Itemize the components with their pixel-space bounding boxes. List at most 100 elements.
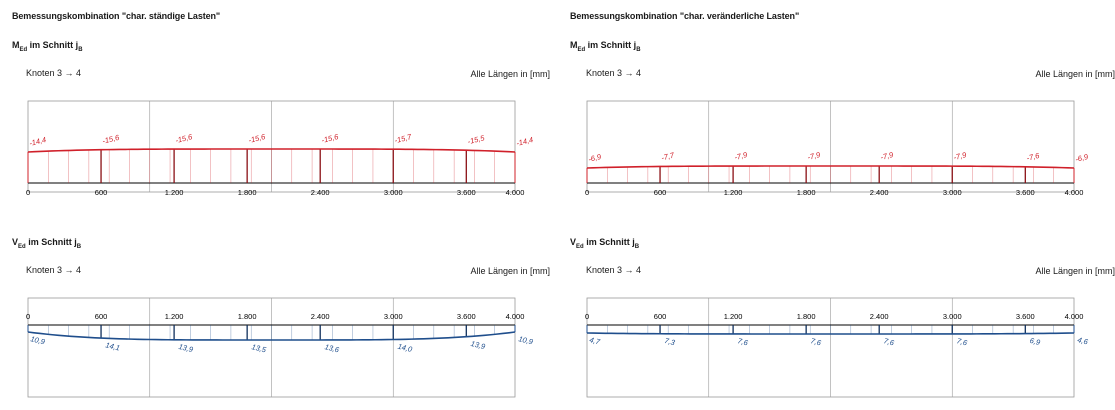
combination-title: Bemessungskombination "char. veränderlic… xyxy=(570,11,800,21)
title-rest: im Schnitt j xyxy=(25,237,77,247)
x-tick-label: 4.000 xyxy=(1065,312,1084,321)
x-tick-label: 600 xyxy=(95,188,108,197)
value-label: -7,9 xyxy=(733,150,749,162)
x-tick-label: 1.800 xyxy=(238,188,257,197)
value-label: -15,6 xyxy=(101,133,121,146)
x-tick-label: 3.600 xyxy=(1016,312,1035,321)
x-tick-label: 600 xyxy=(654,312,667,321)
value-label: -7,9 xyxy=(953,150,969,162)
moment-section-title: MEd im Schnitt jB xyxy=(570,40,641,53)
value-label: 7,6 xyxy=(810,336,823,347)
value-label: 13,9 xyxy=(470,339,487,351)
x-tick-label: 3.600 xyxy=(457,188,476,197)
value-label: 4,7 xyxy=(589,335,602,346)
x-tick-label: 0 xyxy=(26,188,30,197)
title-rest: im Schnitt j xyxy=(27,40,79,50)
value-label: -15,6 xyxy=(247,132,267,145)
value-label: -14,4 xyxy=(515,135,534,148)
value-label: 13,6 xyxy=(324,342,341,354)
x-tick-label: 1.200 xyxy=(165,312,184,321)
x-tick-label: 600 xyxy=(95,312,108,321)
value-label: -6,9 xyxy=(1074,152,1090,164)
value-label: 13,9 xyxy=(178,342,195,354)
value-label: -7,9 xyxy=(880,150,896,162)
x-tick-label: 2.400 xyxy=(311,188,330,197)
x-tick-label: 1.200 xyxy=(724,312,743,321)
diagram-curve xyxy=(27,331,516,341)
knoten-label: Knoten 3 → 4 xyxy=(586,68,642,78)
x-tick-label: 1.800 xyxy=(238,312,257,321)
shear-diagram: 0 600 1.200 1.800 2.400 3.000 3.600 4.000 10,9 14… xyxy=(26,297,535,398)
x-tick-label: 4.000 xyxy=(506,188,525,197)
diagram-curve xyxy=(586,165,1075,169)
x-tick-label: 0 xyxy=(585,188,589,197)
value-label: 14,0 xyxy=(397,342,414,354)
x-tick-label: 600 xyxy=(654,188,667,197)
x-tick-label: 3.000 xyxy=(384,312,403,321)
panel-left: Bemessungskombination "char. ständige La… xyxy=(0,0,550,410)
shear-section-title: VEd im Schnitt jB xyxy=(570,237,639,250)
diagram-curve xyxy=(27,148,516,153)
diagram-curve xyxy=(586,332,1075,335)
value-label: -14,4 xyxy=(28,135,47,148)
x-tick-label: 1.200 xyxy=(165,188,184,197)
shear-section-title: VEd im Schnitt jB xyxy=(12,237,81,250)
x-tick-label: 1.800 xyxy=(797,312,816,321)
units-label: Alle Längen in [mm] xyxy=(1035,69,1115,79)
value-label: 7,3 xyxy=(664,336,677,347)
x-tick-label: 0 xyxy=(585,312,589,321)
title-sub: Ed xyxy=(18,243,26,250)
title-main: V xyxy=(12,237,19,247)
title-rest-sub: B xyxy=(634,243,640,250)
x-tick-label: 3.600 xyxy=(1016,188,1035,197)
shear-diagram: 0 600 1.200 1.800 2.400 3.000 3.600 4.000 4,7 7,3… xyxy=(585,297,1090,398)
panel-right: Bemessungskombination "char. veränderlic… xyxy=(565,0,1115,410)
knoten-label: Knoten 3 → 4 xyxy=(26,265,82,275)
x-tick-label: 3.000 xyxy=(384,188,403,197)
value-label: -15,6 xyxy=(174,132,194,145)
units-label: Alle Längen in [mm] xyxy=(470,69,550,79)
title-rest-sub: B xyxy=(76,243,82,250)
value-label: 6,9 xyxy=(1029,336,1042,347)
title-rest-sub: B xyxy=(78,46,83,53)
x-tick-label: 3.600 xyxy=(457,312,476,321)
x-tick-label: 2.400 xyxy=(870,188,889,197)
title-rest-sub: B xyxy=(636,46,641,53)
title-sub: Ed xyxy=(19,46,28,53)
value-label: 14,1 xyxy=(105,340,121,352)
moment-diagram: 0 600 1.200 1.800 2.400 3.000 3.600 4.000 -14,4 -… xyxy=(26,100,534,197)
value-label: 13,5 xyxy=(251,342,268,354)
title-sub: Ed xyxy=(576,243,584,250)
x-tick-label: 0 xyxy=(26,312,30,321)
value-label: -7,6 xyxy=(1026,151,1042,163)
x-tick-label: 1.200 xyxy=(724,188,743,197)
knoten-label: Knoten 3 → 4 xyxy=(586,265,642,275)
x-tick-label: 4.000 xyxy=(506,312,525,321)
moment-diagram: 0 600 1.200 1.800 2.400 3.000 3.600 4.000 -6,9 -7… xyxy=(585,100,1090,197)
knoten-label: Knoten 3 → 4 xyxy=(26,68,82,78)
x-tick-label: 2.400 xyxy=(311,312,330,321)
units-label: Alle Längen in [mm] xyxy=(1035,266,1115,276)
value-label: -15,6 xyxy=(321,132,341,145)
value-label: 10,9 xyxy=(30,334,47,346)
x-tick-label: 2.400 xyxy=(870,312,889,321)
value-label: 4,6 xyxy=(1077,335,1090,346)
value-label: 10,9 xyxy=(518,334,535,346)
value-label: 7,6 xyxy=(883,336,896,347)
units-label: Alle Längen in [mm] xyxy=(470,266,550,276)
value-label: -6,9 xyxy=(587,152,603,164)
title-main: M xyxy=(570,40,578,50)
moment-section-title: MEd im Schnitt jB xyxy=(12,40,83,53)
title-sub: Ed xyxy=(577,46,586,53)
title-main: M xyxy=(12,40,20,50)
title-rest: im Schnitt j xyxy=(585,40,637,50)
value-label: -7,7 xyxy=(660,150,676,162)
title-rest: im Schnitt j xyxy=(583,237,635,247)
x-tick-label: 1.800 xyxy=(797,188,816,197)
value-label: -7,9 xyxy=(806,150,822,162)
x-tick-label: 4.000 xyxy=(1065,188,1084,197)
x-tick-label: 3.000 xyxy=(943,188,962,197)
combination-title: Bemessungskombination "char. ständige La… xyxy=(12,11,221,21)
value-label: -15,5 xyxy=(467,133,487,146)
value-label: 7,6 xyxy=(737,336,750,347)
